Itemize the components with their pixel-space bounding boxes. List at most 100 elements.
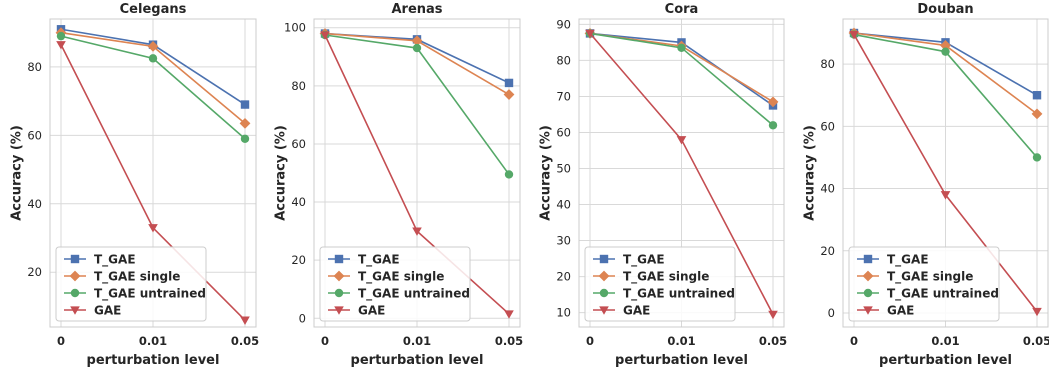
data-point <box>941 47 950 56</box>
data-point <box>504 170 514 179</box>
chart-title: Cora <box>665 2 699 17</box>
data-point <box>240 316 250 325</box>
legend-item: GAE <box>328 304 385 318</box>
x-tick-label: 0.05 <box>231 334 259 348</box>
y-tick-label: 0 <box>828 306 835 320</box>
legend-item: GAE <box>593 304 650 318</box>
legend-label: T_GAE <box>358 253 400 268</box>
data-point <box>56 41 66 50</box>
y-axis-label: Accuracy (%) <box>539 125 554 221</box>
x-axis-label: perturbation level <box>351 353 484 368</box>
y-tick-label: 30 <box>556 234 571 248</box>
y-tick-label: 20 <box>27 265 42 279</box>
legend-marker <box>598 270 610 282</box>
y-tick-label: 70 <box>556 89 571 103</box>
y-tick-label: 0 <box>299 311 306 325</box>
y-tick-label: 80 <box>820 57 835 71</box>
legend-box <box>55 246 207 322</box>
y-tick-label: 40 <box>27 197 42 211</box>
legend-item: T_GAE <box>857 253 929 268</box>
legend-label: T_GAE untrained <box>94 287 206 302</box>
data-point <box>1032 153 1042 162</box>
data-point <box>147 40 159 52</box>
x-tick-label: 0.01 <box>403 334 431 348</box>
data-point <box>240 134 250 143</box>
x-tick-label: 0 <box>321 334 329 348</box>
legend-marker <box>333 270 345 282</box>
legend-marker <box>863 306 873 315</box>
y-tick-label: 60 <box>556 125 571 139</box>
legend-item: T_GAE single <box>328 270 444 285</box>
data-point <box>1032 91 1042 100</box>
legend-marker <box>863 288 873 298</box>
data-point <box>412 227 422 236</box>
data-point <box>503 89 515 100</box>
legend-item: T_GAE untrained <box>593 287 735 302</box>
data-point <box>56 31 66 41</box>
data-point <box>940 40 951 51</box>
series-gae <box>56 41 250 325</box>
legend-item: T_GAE single <box>593 270 709 285</box>
legend-item: T_GAE <box>328 253 400 268</box>
legend-label: T_GAE <box>887 253 929 268</box>
legend-item: T_GAE <box>593 253 665 268</box>
legend-item: T_GAE single <box>64 270 180 285</box>
legend-marker <box>69 270 81 282</box>
legend-marker <box>334 288 344 298</box>
x-tick-label: 0.01 <box>667 334 695 348</box>
legend-label: T_GAE single <box>887 270 973 285</box>
legend-label: T_GAE untrained <box>887 287 999 302</box>
legend-marker <box>863 254 873 264</box>
legend-item: T_GAE single <box>857 270 973 285</box>
series-t-gae-untrained <box>56 31 250 143</box>
legend-marker <box>599 254 609 264</box>
legend-item: T_GAE <box>64 253 136 268</box>
legend-item: GAE <box>64 304 121 318</box>
y-axis-label: Accuracy (%) <box>803 125 818 221</box>
y-tick-label: 60 <box>27 128 42 142</box>
data-point <box>412 43 422 53</box>
chart-title: Arenas <box>391 2 442 17</box>
data-point <box>1031 108 1043 120</box>
legend-label: GAE <box>358 304 385 318</box>
data-point <box>849 30 859 40</box>
y-tick-label: 40 <box>291 195 306 209</box>
y-tick-label: 20 <box>556 270 571 284</box>
legend-item: T_GAE untrained <box>328 287 470 302</box>
y-tick-label: 20 <box>820 244 835 258</box>
chart-panel-douban: 0 20 40 60 80 0 0.01 0.05 Douban perturbation lev… <box>803 2 1049 368</box>
legend: T_GAE T_GAE single T_GAE untrained GAE <box>55 246 207 322</box>
y-tick-label: 80 <box>291 79 306 93</box>
x-tick-label: 0.01 <box>139 334 167 348</box>
y-tick-label: 20 <box>291 253 306 267</box>
chart-title: Celegans <box>120 2 187 17</box>
x-tick-label: 0 <box>57 334 65 348</box>
data-point <box>768 121 778 130</box>
x-tick-label: 0.05 <box>759 334 787 348</box>
legend-item: T_GAE untrained <box>857 287 999 302</box>
legend-marker <box>334 306 344 315</box>
plot-frame <box>842 18 1049 328</box>
legend-label: T_GAE untrained <box>358 287 470 302</box>
legend-item: T_GAE untrained <box>64 287 206 302</box>
y-tick-label: 60 <box>291 137 306 151</box>
x-tick-label: 0 <box>586 334 594 348</box>
y-tick-label: 90 <box>556 17 571 31</box>
y-tick-label: 80 <box>27 60 42 74</box>
legend-label: GAE <box>887 304 914 318</box>
legend-box <box>584 246 736 322</box>
data-point <box>677 43 686 53</box>
data-point <box>411 35 423 47</box>
data-point <box>504 310 514 319</box>
legend-label: T_GAE single <box>94 270 180 285</box>
y-axis-label: Accuracy (%) <box>274 125 289 221</box>
legend-marker <box>70 254 80 264</box>
x-axis-label: perturbation level <box>879 353 1012 368</box>
legend-label: GAE <box>94 304 121 318</box>
data-point <box>148 224 158 233</box>
y-tick-label: 80 <box>556 53 571 67</box>
legend-marker <box>599 306 609 315</box>
legend-marker <box>70 306 80 315</box>
legend-item: GAE <box>857 304 914 318</box>
